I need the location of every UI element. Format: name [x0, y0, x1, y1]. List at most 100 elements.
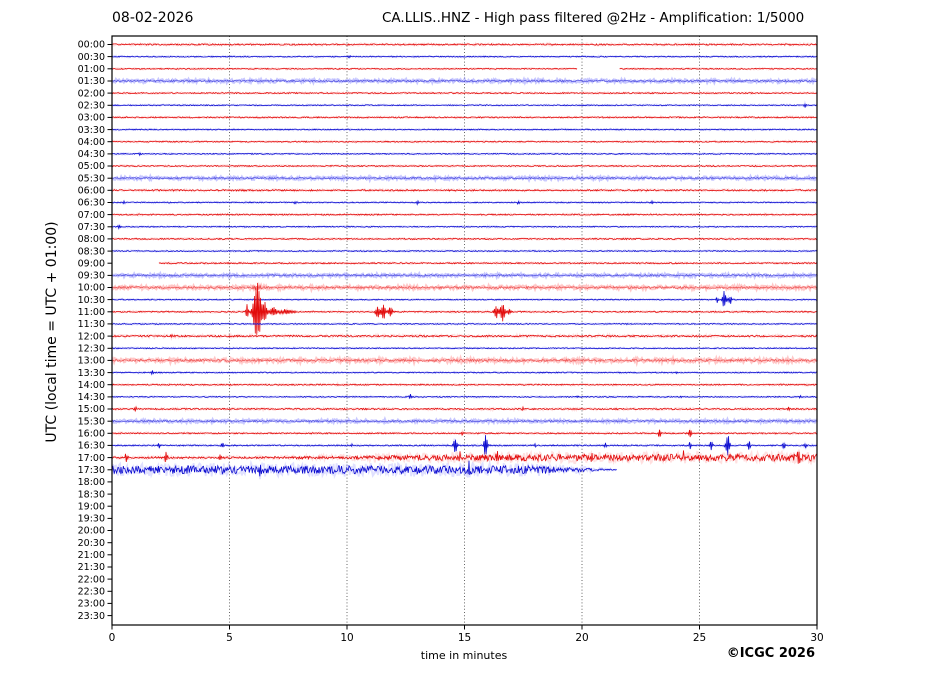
seismic-trace-1000 [111, 284, 818, 291]
y-tick-label: 02:30 [78, 101, 105, 112]
y-tick-label: 07:00 [78, 210, 105, 221]
y-tick-label: 15:00 [78, 404, 105, 415]
y-tick-label: 06:30 [78, 198, 105, 209]
seismic-trace-0200 [111, 91, 818, 95]
x-tick-label: 25 [693, 632, 706, 644]
y-tick-label: 16:30 [78, 441, 105, 452]
seismic-trace-0000 [111, 43, 818, 46]
y-tick-label: 20:00 [78, 526, 105, 537]
y-tick-label: 15:30 [78, 416, 105, 427]
x-tick-label: 5 [226, 632, 233, 644]
copyright: ©ICGC 2026 [726, 646, 815, 661]
seismic-trace-1300 [111, 358, 818, 363]
x-tick-label: 10 [340, 632, 353, 644]
seismic-trace-1330 [111, 370, 818, 376]
seismic-trace-0730 [111, 224, 818, 230]
seismic-trace-0930 [111, 273, 818, 278]
y-tick-label: 03:30 [78, 125, 105, 136]
seismic-trace-1000 [110, 281, 818, 294]
y-tick-label: 04:30 [78, 149, 105, 160]
y-tick-label: 00:30 [78, 52, 105, 63]
seismic-trace-1500 [111, 405, 818, 412]
seismic-trace-0500 [111, 164, 818, 168]
seismic-trace-1230 [111, 347, 818, 350]
seismic-trace-0400 [111, 140, 818, 143]
y-tick-label: 05:30 [78, 173, 105, 184]
x-tick-label: 15 [458, 632, 471, 644]
y-tick-label: 22:00 [78, 574, 105, 585]
y-tick-label: 12:00 [78, 331, 105, 342]
y-tick-label: 01:00 [78, 64, 105, 75]
seismic-trace-0330 [112, 128, 818, 131]
y-tick-label: 09:30 [78, 271, 105, 282]
y-tick-label: 18:00 [78, 477, 105, 488]
y-tick-label: 02:00 [78, 88, 105, 99]
y-tick-label: 22:30 [78, 587, 105, 598]
seismic-trace-0130 [111, 79, 817, 83]
y-tick-label: 11:00 [78, 307, 105, 318]
y-tick-label: 10:00 [78, 283, 105, 294]
y-tick-label: 14:00 [78, 380, 105, 391]
y-tick-label: 07:30 [78, 222, 105, 233]
trace-layer [110, 41, 819, 480]
seismic-trace-0300 [111, 116, 818, 119]
seismic-trace-0900 [158, 261, 817, 265]
y-tick-label: 20:30 [78, 538, 105, 549]
y-tick-label: 09:00 [78, 258, 105, 269]
seismic-trace-1700 [111, 449, 818, 466]
y-tick-label: 19:00 [78, 501, 105, 512]
seismic-trace-0830 [111, 250, 818, 253]
y-tick-label: 08:00 [78, 234, 105, 245]
y-tick-label: 23:30 [78, 611, 105, 622]
x-tick-label: 0 [109, 632, 116, 644]
y-tick-label: 13:30 [78, 368, 105, 379]
seismic-trace-1630 [111, 435, 818, 456]
y-tick-label: 12:30 [78, 343, 105, 354]
y-tick-label: 03:00 [78, 113, 105, 124]
y-tick-label: 23:00 [78, 599, 105, 610]
seismic-trace-1730 [111, 460, 617, 477]
seismic-trace-1430 [111, 394, 818, 399]
seismic-trace-1530 [111, 419, 818, 423]
seismic-trace-1400 [111, 383, 818, 387]
chart-title: CA.LLIS..HNZ - High pass filtered @2Hz -… [382, 10, 805, 26]
grid-layer [229, 36, 700, 625]
seismic-trace-0600 [111, 188, 818, 192]
chart-date: 08-02-2026 [112, 10, 194, 26]
seismic-trace-0230 [111, 103, 818, 109]
seismic-trace-0630 [111, 199, 818, 206]
y-tick-label: 01:30 [78, 76, 105, 87]
seismic-trace-0530 [111, 176, 818, 180]
seismic-trace-1700 [111, 450, 818, 464]
y-tick-label: 21:00 [78, 550, 105, 561]
y-tick-label: 06:00 [78, 186, 105, 197]
seismic-trace-1600 [111, 429, 818, 438]
y-tick-label: 11:30 [78, 319, 105, 330]
y-tick-label: 00:00 [78, 40, 105, 51]
seismic-trace-0530 [111, 173, 818, 184]
y-tick-label: 13:00 [78, 356, 105, 367]
seismic-trace-0100 [619, 67, 818, 70]
seismic-trace-1130 [111, 322, 818, 326]
x-axis-label: time in minutes [420, 649, 508, 662]
seismic-trace-0100 [111, 67, 578, 70]
axes-layer [107, 35, 818, 630]
x-tick-label: 30 [810, 632, 823, 644]
y-tick-label: 17:30 [78, 465, 105, 476]
seismic-trace-0030 [112, 55, 818, 59]
seismic-trace-1100 [111, 282, 817, 335]
seismic-trace-1030 [111, 290, 817, 307]
x-tick-label: 20 [575, 632, 588, 644]
y-tick-label: 14:30 [78, 392, 105, 403]
y-tick-label: 08:30 [78, 246, 105, 257]
seismic-trace-0800 [111, 237, 818, 241]
y-tick-label: 05:00 [78, 161, 105, 172]
y-tick-label: 10:30 [78, 295, 105, 306]
seismic-trace-0430 [111, 152, 818, 157]
y-tick-label: 19:30 [78, 514, 105, 525]
y-tick-label: 21:30 [78, 562, 105, 573]
y-tick-label: 18:30 [78, 489, 105, 500]
